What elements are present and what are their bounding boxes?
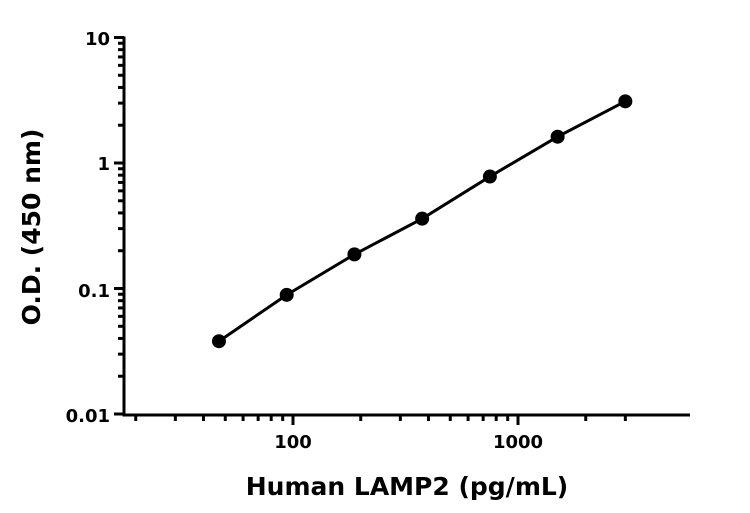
x-tick-label-1000: 1000	[493, 432, 543, 453]
tick-labels: 10 1 0.1 0.01 100 1000	[66, 29, 543, 453]
data-point	[347, 247, 362, 262]
y-tick-label-0.01: 0.01	[66, 406, 110, 427]
y-tick-label-1: 1	[97, 154, 110, 175]
x-tick-label-100: 100	[274, 432, 312, 453]
data-point	[618, 94, 633, 109]
y-tick-label-10: 10	[85, 29, 110, 50]
x-axis-title: Human LAMP2 (pg/mL)	[246, 472, 568, 501]
data-point	[279, 287, 294, 302]
series	[211, 94, 633, 349]
data-point	[211, 334, 226, 349]
y-axis-title: O.D. (450 nm)	[17, 129, 46, 326]
data-point	[482, 169, 497, 184]
data-point	[550, 129, 565, 144]
axes	[114, 36, 690, 425]
data-point	[415, 211, 430, 226]
y-tick-label-0.1: 0.1	[78, 281, 110, 302]
